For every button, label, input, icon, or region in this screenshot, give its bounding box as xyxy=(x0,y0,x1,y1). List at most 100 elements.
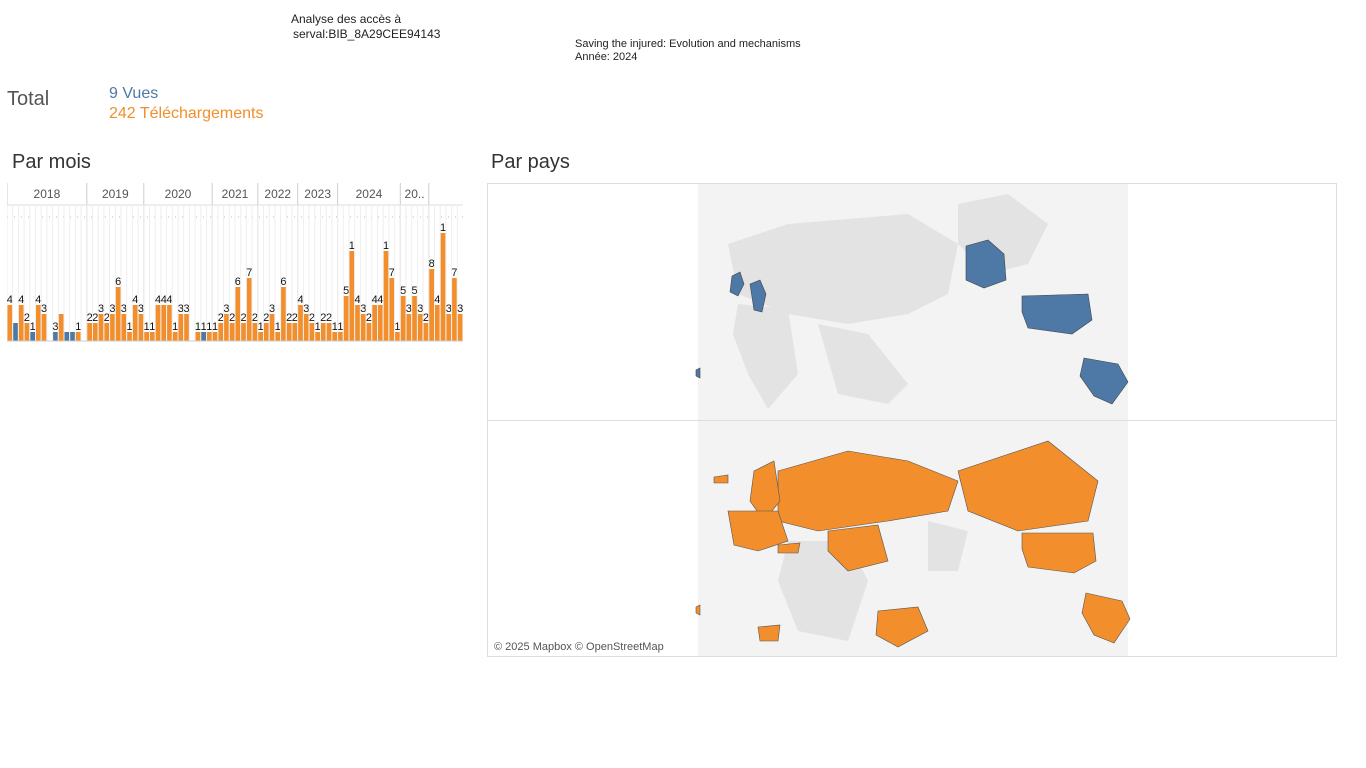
map-canada xyxy=(957,440,1099,532)
bar-data-label: 3 xyxy=(360,303,366,315)
bar-data-label: 2 xyxy=(252,312,258,324)
bar-telechargements xyxy=(395,332,400,341)
year-label-2019: 2019 xyxy=(102,187,129,201)
bar-data-label: 1 xyxy=(315,321,321,333)
bar-data-label: 3 xyxy=(52,321,58,333)
bar-telechargements xyxy=(24,323,30,341)
map-portugal xyxy=(695,367,701,379)
bar-telechargements xyxy=(309,323,315,341)
bar-data-label: 2 xyxy=(286,312,292,324)
bar-data-label: 3 xyxy=(138,303,144,315)
document-title: Saving the injured: Evolution and mechan… xyxy=(575,38,801,50)
bar-data-label: 2 xyxy=(263,312,269,324)
map-united-states xyxy=(1021,532,1097,574)
bar-telechargements xyxy=(355,305,360,341)
bar-telechargements xyxy=(155,305,161,341)
map-portugal xyxy=(695,604,701,616)
bar-data-label: 1 xyxy=(144,321,150,333)
bar-telechargements xyxy=(321,323,326,341)
bar-telechargements xyxy=(332,332,338,341)
bar-data-label: 4 xyxy=(297,294,303,306)
bar-telechargements xyxy=(315,332,320,341)
year-label-2023: 2023 xyxy=(304,187,331,201)
bar-data-label: 4 xyxy=(18,294,24,306)
bar-telechargements xyxy=(178,314,184,341)
bar-telechargements xyxy=(184,314,189,341)
bar-data-label: 4 xyxy=(132,294,138,306)
bar-telechargements xyxy=(36,305,41,341)
bar-data-label: 5 xyxy=(343,285,349,297)
bar-data-label: 2 xyxy=(218,312,224,324)
bar-telechargements xyxy=(423,323,429,341)
bar-data-label: 4 xyxy=(35,294,41,306)
bar-data-label: 1 xyxy=(383,240,389,252)
bar-telechargements xyxy=(412,296,417,341)
header-line-1: Analyse des accès à xyxy=(291,12,402,26)
bar-data-label: 1 xyxy=(212,321,218,333)
bar-data-label: 6 xyxy=(280,276,286,288)
bar-data-label: 4 xyxy=(155,294,161,306)
bar-telechargements xyxy=(98,314,104,341)
year-label-2022: 2022 xyxy=(264,187,291,201)
country-map[interactable]: © 2025 Mapbox © OpenStreetMap xyxy=(487,183,1337,657)
map-united-states xyxy=(1021,293,1093,335)
bar-telechargements xyxy=(195,332,201,341)
bar-telechargements xyxy=(138,314,144,341)
year-label-2024: 2024 xyxy=(356,187,383,201)
views-map-panel[interactable] xyxy=(488,184,1336,421)
bar-data-label: 7 xyxy=(451,267,457,279)
bar-telechargements xyxy=(241,323,246,341)
bar-telechargements xyxy=(224,314,229,341)
bar-vues xyxy=(30,332,35,341)
bar-telechargements xyxy=(207,332,212,341)
bar-telechargements xyxy=(150,332,155,341)
bar-telechargements xyxy=(326,323,332,341)
bar-telechargements xyxy=(372,305,377,341)
bar-data-label: 1 xyxy=(75,321,81,333)
bar-telechargements xyxy=(115,287,121,341)
bar-telechargements xyxy=(452,278,457,341)
bar-telechargements xyxy=(269,314,275,341)
bar-telechargements xyxy=(93,323,98,341)
map-australia xyxy=(875,606,929,648)
bar-data-label: 3 xyxy=(417,303,423,315)
bar-data-label: 3 xyxy=(178,303,184,315)
map-brazil xyxy=(1079,357,1129,405)
bar-data-label: 3 xyxy=(223,303,229,315)
map-turkey xyxy=(777,542,801,554)
bar-telechargements xyxy=(212,332,218,341)
bar-data-label: 1 xyxy=(349,240,355,252)
bar-telechargements xyxy=(281,287,286,341)
bar-telechargements xyxy=(400,296,406,341)
bar-telechargements xyxy=(18,305,24,341)
bar-data-label: 4 xyxy=(166,294,172,306)
bar-telechargements xyxy=(104,323,110,341)
downloads-countries xyxy=(695,440,1131,648)
bar-vues xyxy=(64,332,70,341)
bar-data-label: 1 xyxy=(172,321,178,333)
bar-telechargements xyxy=(406,314,412,341)
bar-telechargements xyxy=(446,314,452,341)
bar-data-label: 3 xyxy=(457,303,463,315)
bar-data-label: 1 xyxy=(275,321,281,333)
bar-data-label: 1 xyxy=(30,321,36,333)
bar-data-label: 1 xyxy=(337,321,343,333)
bar-telechargements xyxy=(457,314,463,341)
total-label: Total xyxy=(7,88,50,110)
header-line-2: serval:BIB_8A29CEE94143 xyxy=(293,27,441,41)
map-europe xyxy=(727,510,789,552)
bar-data-label: 1 xyxy=(258,321,264,333)
bar-telechargements xyxy=(75,332,81,341)
map-alaska xyxy=(965,239,1007,289)
map-united-kingdom xyxy=(729,271,745,297)
bar-data-label: 2 xyxy=(92,312,98,324)
bar-data-label: 2 xyxy=(229,312,235,324)
bar-telechargements xyxy=(435,305,440,341)
bar-data-label: 3 xyxy=(183,303,189,315)
bar-telechargements xyxy=(292,323,298,341)
bar-telechargements xyxy=(258,332,263,341)
bar-data-label: 1 xyxy=(206,321,212,333)
downloads-map-panel[interactable] xyxy=(488,421,1336,657)
bar-data-label: 4 xyxy=(161,294,167,306)
